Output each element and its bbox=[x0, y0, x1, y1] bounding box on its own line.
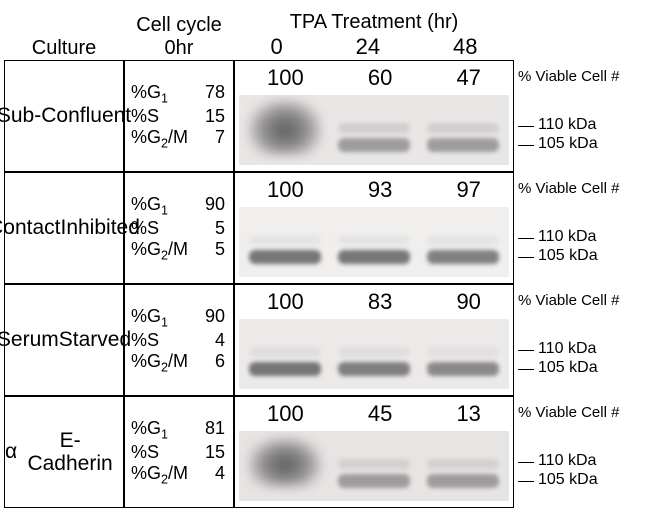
annot-cell: % Viable Cell #110 kDa105 kDa bbox=[514, 284, 642, 396]
panel-grid: Sub-Confluent%G178%S15%G2/M7 100 60 47 % Via… bbox=[4, 60, 646, 508]
blot-lane bbox=[423, 319, 504, 389]
annot-cell: % Viable Cell #110 kDa105 kDa bbox=[514, 172, 642, 284]
band-size-labels: 110 kDa105 kDa bbox=[518, 428, 642, 508]
band-105 bbox=[338, 250, 409, 264]
culture-cell: αE-Cadherin bbox=[4, 396, 124, 508]
viable-label: % Viable Cell # bbox=[518, 396, 642, 428]
band-110 bbox=[427, 123, 498, 133]
blot-cell: 100 60 47 bbox=[234, 60, 514, 172]
band-110 bbox=[338, 235, 409, 245]
header-cellcycle-sub: 0hr bbox=[124, 37, 234, 60]
panel-row: SerumStarved%G190%S4%G2/M6 100 83 90 % Viabl… bbox=[4, 284, 646, 396]
blot-lane bbox=[334, 431, 415, 501]
band-105 bbox=[427, 474, 498, 488]
band-105 bbox=[249, 362, 320, 376]
viable-row: 100 45 13 bbox=[235, 397, 513, 429]
band-105 bbox=[338, 474, 409, 488]
tpa-time-0: 0 bbox=[270, 34, 282, 60]
band-110 bbox=[338, 347, 409, 357]
band-110 bbox=[427, 459, 498, 469]
blot-smear bbox=[248, 99, 323, 155]
band-110 bbox=[249, 347, 320, 357]
viable-value: 90 bbox=[456, 289, 480, 317]
header-culture: Culture bbox=[4, 37, 124, 60]
panel-row: αE-Cadherin%G181%S15%G2/M4 100 45 13 % Viabl… bbox=[4, 396, 646, 508]
cellcycle-cell: %G190%S5%G2/M5 bbox=[124, 172, 234, 284]
viable-value: 100 bbox=[267, 289, 304, 317]
header-row: Culture Cell cycle 0hr TPA Treatment (hr… bbox=[4, 4, 646, 60]
viable-row: 100 93 97 bbox=[235, 173, 513, 205]
blot-lane bbox=[423, 431, 504, 501]
band-size-labels: 110 kDa105 kDa bbox=[518, 204, 642, 284]
band-105 bbox=[249, 250, 320, 264]
blot-smear bbox=[248, 437, 323, 487]
band-110 bbox=[427, 347, 498, 357]
viable-value: 100 bbox=[267, 177, 304, 205]
band-105 bbox=[427, 138, 498, 152]
header-tpa: TPA Treatment (hr) 0 24 48 bbox=[234, 11, 514, 60]
band-110 bbox=[427, 235, 498, 245]
viable-value: 100 bbox=[267, 401, 304, 429]
blot-canvas bbox=[239, 319, 509, 389]
viable-value: 47 bbox=[456, 65, 480, 93]
header-cellcycle: Cell cycle 0hr bbox=[124, 14, 234, 60]
viable-value: 13 bbox=[456, 401, 480, 429]
viable-value: 93 bbox=[368, 177, 392, 205]
viable-value: 60 bbox=[368, 65, 392, 93]
blot-lane bbox=[423, 207, 504, 277]
viable-value: 97 bbox=[456, 177, 480, 205]
viable-value: 83 bbox=[368, 289, 392, 317]
band-110 bbox=[338, 123, 409, 133]
band-105 bbox=[338, 362, 409, 376]
tpa-time-24: 24 bbox=[356, 34, 380, 60]
blot-lane bbox=[334, 319, 415, 389]
viable-row: 100 60 47 bbox=[235, 61, 513, 93]
blot-canvas bbox=[239, 207, 509, 277]
blot-lane bbox=[244, 95, 325, 165]
band-110 bbox=[249, 235, 320, 245]
viable-label: % Viable Cell # bbox=[518, 172, 642, 204]
blot-canvas bbox=[239, 95, 509, 165]
viable-row: 100 83 90 bbox=[235, 285, 513, 317]
band-size-labels: 110 kDa105 kDa bbox=[518, 316, 642, 396]
culture-cell: SerumStarved bbox=[4, 284, 124, 396]
blot-cell: 100 45 13 bbox=[234, 396, 514, 508]
annot-cell: % Viable Cell #110 kDa105 kDa bbox=[514, 396, 642, 508]
band-size-labels: 110 kDa105 kDa bbox=[518, 92, 642, 172]
culture-cell: Sub-Confluent bbox=[4, 60, 124, 172]
viable-value: 45 bbox=[368, 401, 392, 429]
cellcycle-cell: %G190%S4%G2/M6 bbox=[124, 284, 234, 396]
viable-label: % Viable Cell # bbox=[518, 60, 642, 92]
panel-row: ContactInhibited%G190%S5%G2/M5 100 93 97 % V… bbox=[4, 172, 646, 284]
viable-value: 100 bbox=[267, 65, 304, 93]
blot-lane bbox=[244, 207, 325, 277]
blot-lane bbox=[244, 319, 325, 389]
band-105 bbox=[338, 138, 409, 152]
panel-row: Sub-Confluent%G178%S15%G2/M7 100 60 47 % Via… bbox=[4, 60, 646, 172]
band-105 bbox=[427, 362, 498, 376]
blot-lane bbox=[334, 95, 415, 165]
cellcycle-cell: %G181%S15%G2/M4 bbox=[124, 396, 234, 508]
tpa-time-48: 48 bbox=[453, 34, 477, 60]
band-105 bbox=[427, 250, 498, 264]
header-tpa-times: 0 24 48 bbox=[234, 34, 514, 60]
blot-lane bbox=[244, 431, 325, 501]
annot-cell: % Viable Cell #110 kDa105 kDa bbox=[514, 60, 642, 172]
blot-figure: Culture Cell cycle 0hr TPA Treatment (hr… bbox=[4, 4, 646, 508]
blot-lane bbox=[423, 95, 504, 165]
culture-cell: ContactInhibited bbox=[4, 172, 124, 284]
band-110 bbox=[338, 459, 409, 469]
blot-cell: 100 93 97 bbox=[234, 172, 514, 284]
header-cellcycle-title: Cell cycle bbox=[124, 14, 234, 37]
header-culture-label: Culture bbox=[32, 37, 96, 59]
viable-label: % Viable Cell # bbox=[518, 284, 642, 316]
blot-lane bbox=[334, 207, 415, 277]
cellcycle-cell: %G178%S15%G2/M7 bbox=[124, 60, 234, 172]
header-tpa-title: TPA Treatment (hr) bbox=[290, 11, 459, 34]
blot-canvas bbox=[239, 431, 509, 501]
blot-cell: 100 83 90 bbox=[234, 284, 514, 396]
